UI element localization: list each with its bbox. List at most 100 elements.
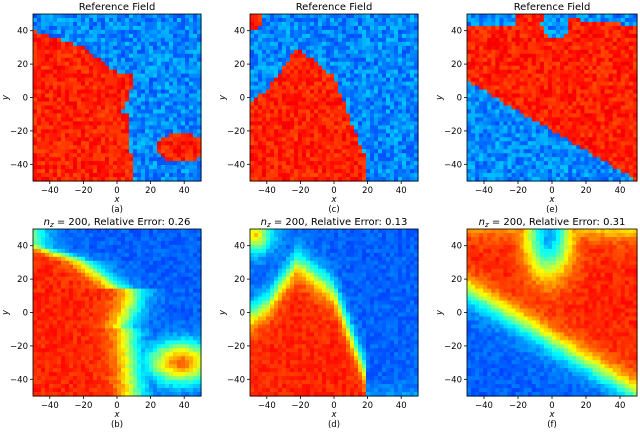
heatmap-cell bbox=[93, 165, 98, 170]
heatmap-cell bbox=[189, 90, 194, 95]
heatmap-cell bbox=[73, 173, 78, 178]
heatmap-cell bbox=[274, 66, 279, 71]
heatmap-cell bbox=[394, 38, 399, 43]
heatmap-cell bbox=[81, 109, 86, 114]
heatmap-cell bbox=[125, 137, 130, 142]
heatmap-cell bbox=[41, 70, 46, 75]
heatmap-cell bbox=[49, 82, 54, 87]
heatmap-cell bbox=[330, 98, 335, 103]
heatmap-cell bbox=[149, 149, 154, 154]
heatmap-cell bbox=[544, 165, 549, 170]
heatmap-cell bbox=[540, 129, 545, 134]
heatmap-cell bbox=[161, 54, 166, 59]
heatmap-cell bbox=[334, 14, 339, 19]
heatmap-cell bbox=[181, 117, 186, 122]
heatmap-cell bbox=[73, 70, 78, 75]
heatmap-cell bbox=[540, 157, 545, 162]
heatmap-cell bbox=[270, 42, 275, 47]
heatmap-cell bbox=[350, 173, 355, 178]
heatmap-cell bbox=[532, 78, 537, 83]
heatmap-cell bbox=[89, 50, 94, 55]
heatmap-cell bbox=[326, 133, 331, 138]
heatmap-cell bbox=[382, 30, 387, 35]
heatmap-cell bbox=[406, 161, 411, 166]
heatmap-cell bbox=[390, 82, 395, 87]
heatmap-cell bbox=[410, 129, 415, 134]
heatmap-cell bbox=[346, 46, 351, 51]
heatmap-cell bbox=[366, 30, 371, 35]
heatmap-cell bbox=[53, 54, 58, 59]
heatmap-cell bbox=[548, 26, 553, 31]
heatmap-cell bbox=[528, 42, 533, 47]
heatmap-cell bbox=[250, 169, 255, 174]
heatmap-cell bbox=[532, 113, 537, 118]
heatmap-cell bbox=[584, 145, 589, 150]
heatmap-cell bbox=[483, 66, 488, 71]
heatmap-cell bbox=[580, 74, 585, 79]
heatmap-cell bbox=[374, 22, 379, 27]
heatmap-cell bbox=[270, 54, 275, 59]
heatmap-cell bbox=[258, 50, 263, 55]
heatmap-cell bbox=[540, 109, 545, 114]
heatmap-cell bbox=[141, 34, 146, 39]
heatmap-cell bbox=[398, 26, 403, 31]
heatmap-cell bbox=[548, 82, 553, 87]
heatmap-cell bbox=[346, 133, 351, 138]
heatmap-cell bbox=[57, 149, 62, 154]
heatmap-cell bbox=[322, 74, 327, 79]
heatmap-cell bbox=[584, 78, 589, 83]
heatmap-cell bbox=[487, 133, 492, 138]
heatmap-cell bbox=[282, 86, 287, 91]
heatmap-cell bbox=[346, 149, 351, 154]
heatmap-cell bbox=[181, 109, 186, 114]
heatmap-cell bbox=[137, 66, 142, 71]
heatmap-cell bbox=[370, 173, 375, 178]
heatmap-cell bbox=[406, 74, 411, 79]
heatmap-cell bbox=[282, 105, 287, 110]
heatmap-cell bbox=[77, 173, 82, 178]
heatmap-cell bbox=[258, 157, 263, 162]
heatmap-cell bbox=[471, 161, 476, 166]
heatmap-cell bbox=[173, 121, 178, 126]
heatmap-cell bbox=[306, 78, 311, 83]
heatmap-cell bbox=[69, 129, 74, 134]
heatmap-cell bbox=[592, 105, 597, 110]
heatmap-cell bbox=[286, 157, 291, 162]
heatmap-cell bbox=[475, 101, 480, 106]
heatmap-cell bbox=[37, 153, 42, 158]
heatmap-cell bbox=[105, 149, 110, 154]
heatmap-cell bbox=[516, 58, 521, 63]
heatmap-cell bbox=[588, 173, 593, 178]
heatmap-cell bbox=[366, 66, 371, 71]
heatmap-cell bbox=[165, 42, 170, 47]
heatmap-cell bbox=[113, 82, 118, 87]
heatmap-cell bbox=[507, 133, 512, 138]
heatmap-cell bbox=[133, 169, 138, 174]
heatmap-cell bbox=[568, 74, 573, 79]
heatmap-cell bbox=[601, 94, 606, 99]
heatmap-cell bbox=[310, 86, 315, 91]
heatmap-cell bbox=[173, 38, 178, 43]
heatmap-cell bbox=[350, 113, 355, 118]
heatmap-cell bbox=[49, 125, 54, 130]
heatmap-cell bbox=[254, 86, 259, 91]
heatmap-cell bbox=[310, 117, 315, 122]
heatmap-cell bbox=[326, 137, 331, 142]
heatmap-cell bbox=[97, 66, 102, 71]
heatmap-cell bbox=[314, 26, 319, 31]
heatmap-cell bbox=[250, 18, 255, 23]
heatmap-cell bbox=[61, 161, 66, 166]
heatmap-cell bbox=[193, 62, 198, 67]
heatmap-cell bbox=[475, 42, 480, 47]
heatmap-cell bbox=[97, 58, 102, 63]
heatmap-cell bbox=[177, 18, 182, 23]
heatmap-cell bbox=[57, 169, 62, 174]
heatmap-cell bbox=[532, 105, 537, 110]
heatmap-cell bbox=[386, 173, 391, 178]
heatmap-cell bbox=[584, 169, 589, 174]
heatmap-cell bbox=[270, 26, 275, 31]
heatmap-cell bbox=[290, 98, 295, 103]
heatmap-cell bbox=[394, 78, 399, 83]
heatmap-cell bbox=[475, 22, 480, 27]
heatmap-cell bbox=[487, 109, 492, 114]
